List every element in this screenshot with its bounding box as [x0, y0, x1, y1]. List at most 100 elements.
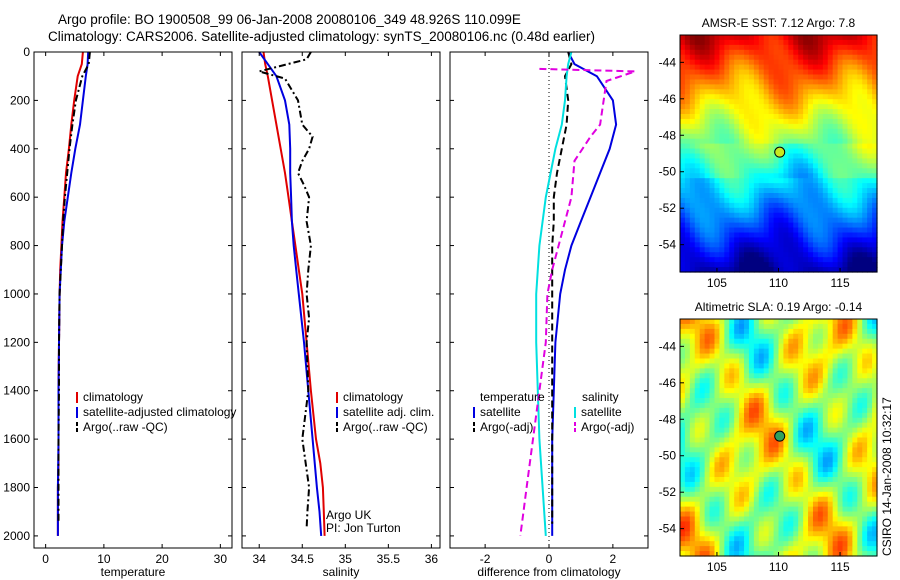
heatmap-cell	[763, 178, 770, 184]
heatmap-cell	[739, 388, 745, 394]
heatmap-cell	[803, 333, 809, 340]
heatmap-cell	[788, 452, 794, 458]
heatmap-cell	[827, 422, 834, 429]
heatmap-cell	[748, 217, 755, 224]
heatmap-cell	[748, 197, 755, 204]
heatmap-cell	[734, 222, 740, 229]
heatmap-cell	[739, 373, 745, 379]
heatmap-cell	[729, 49, 735, 56]
heatmap-cell	[798, 323, 804, 330]
heatmap-cell	[734, 328, 740, 335]
heatmap-cell	[847, 227, 853, 234]
heatmap-cell	[729, 462, 735, 468]
heatmap-cell	[680, 54, 686, 61]
heatmap-cell	[714, 452, 720, 458]
figure-title-line2: Climatology: CARS2006. Satellite-adjuste…	[48, 29, 596, 44]
heatmap-cell	[734, 247, 740, 253]
heatmap-cell	[758, 232, 765, 239]
heatmap-cell	[808, 197, 814, 204]
heatmap-cell	[714, 183, 720, 189]
heatmap-cell	[872, 123, 878, 130]
heatmap-cell	[778, 393, 785, 399]
heatmap-cell	[852, 511, 858, 518]
heatmap-cell	[872, 388, 878, 394]
heatmap-cell	[729, 173, 735, 179]
heatmap-cell	[778, 114, 785, 120]
heatmap-cell	[808, 193, 814, 199]
heatmap-cell	[724, 257, 730, 263]
heatmap-cell	[808, 417, 814, 424]
heatmap-cell	[680, 163, 686, 169]
heatmap-cell	[748, 348, 755, 355]
heatmap-cell	[827, 358, 834, 365]
heatmap-cell	[680, 227, 686, 234]
heatmap-cell	[734, 467, 740, 473]
heatmap-cell	[753, 496, 760, 503]
heatmap-cell	[719, 373, 725, 379]
heatmap-cell	[778, 348, 785, 355]
heatmap-cell	[857, 333, 863, 340]
heatmap-cell	[783, 383, 789, 389]
heatmap-cell	[783, 49, 789, 56]
heatmap-cell	[768, 481, 775, 488]
heatmap-cell	[872, 407, 878, 414]
heatmap-cell	[837, 457, 844, 463]
heatmap-cell	[862, 427, 868, 434]
heatmap-cell	[852, 378, 858, 384]
heatmap-cell	[867, 252, 873, 258]
heatmap-cell	[852, 437, 858, 444]
heatmap-cell	[773, 452, 780, 458]
series-line-satellite	[551, 52, 618, 536]
heatmap-cell	[709, 402, 716, 409]
heatmap-cell	[773, 114, 780, 120]
heatmap-cell	[827, 247, 834, 253]
heatmap-cell	[744, 383, 750, 389]
heatmap-cell	[803, 59, 809, 66]
heatmap-cell	[808, 333, 814, 340]
heatmap-cell	[758, 393, 765, 399]
heatmap-cell	[758, 338, 765, 345]
heatmap-cell	[704, 536, 711, 542]
heatmap-cell	[744, 158, 750, 164]
heatmap-cell	[729, 506, 735, 513]
heatmap-cell	[812, 202, 819, 209]
heatmap-cell	[847, 358, 853, 365]
heatmap-cell	[704, 54, 711, 61]
heatmap-cell	[773, 333, 780, 340]
heatmap-cell	[734, 323, 740, 330]
heatmap-cell	[832, 516, 839, 523]
heatmap-cell	[857, 417, 863, 424]
heatmap-cell	[842, 437, 849, 444]
heatmap-cell	[758, 551, 765, 557]
heatmap-cell	[684, 153, 691, 160]
heatmap-cell	[808, 422, 814, 429]
heatmap-cell	[808, 178, 814, 184]
heatmap-cell	[763, 516, 770, 523]
heatmap-cell	[704, 64, 711, 71]
heatmap-cell	[852, 89, 858, 95]
heatmap-cell	[798, 432, 804, 439]
heatmap-cell	[827, 148, 834, 155]
heatmap-cell	[680, 267, 686, 273]
heatmap-cell	[773, 338, 780, 345]
heatmap-cell	[783, 212, 789, 219]
heatmap-cell	[867, 35, 873, 41]
heatmap-cell	[832, 99, 839, 105]
heatmap-cell	[694, 546, 701, 552]
heatmap-cell	[822, 358, 829, 365]
heatmap-cell	[852, 237, 858, 243]
heatmap-cell	[724, 237, 730, 243]
heatmap-cell	[744, 516, 750, 523]
heatmap-cell	[748, 148, 755, 155]
heatmap-cell	[773, 477, 780, 483]
heatmap-cell	[788, 227, 794, 234]
heatmap-cell	[753, 153, 760, 160]
heatmap-cell	[719, 551, 725, 557]
heatmap-cell	[783, 109, 789, 115]
heatmap-cell	[832, 462, 839, 468]
heatmap-cell	[773, 407, 780, 414]
heatmap-cell	[803, 373, 809, 379]
heatmap-cell	[857, 546, 863, 552]
heatmap-cell	[744, 491, 750, 498]
